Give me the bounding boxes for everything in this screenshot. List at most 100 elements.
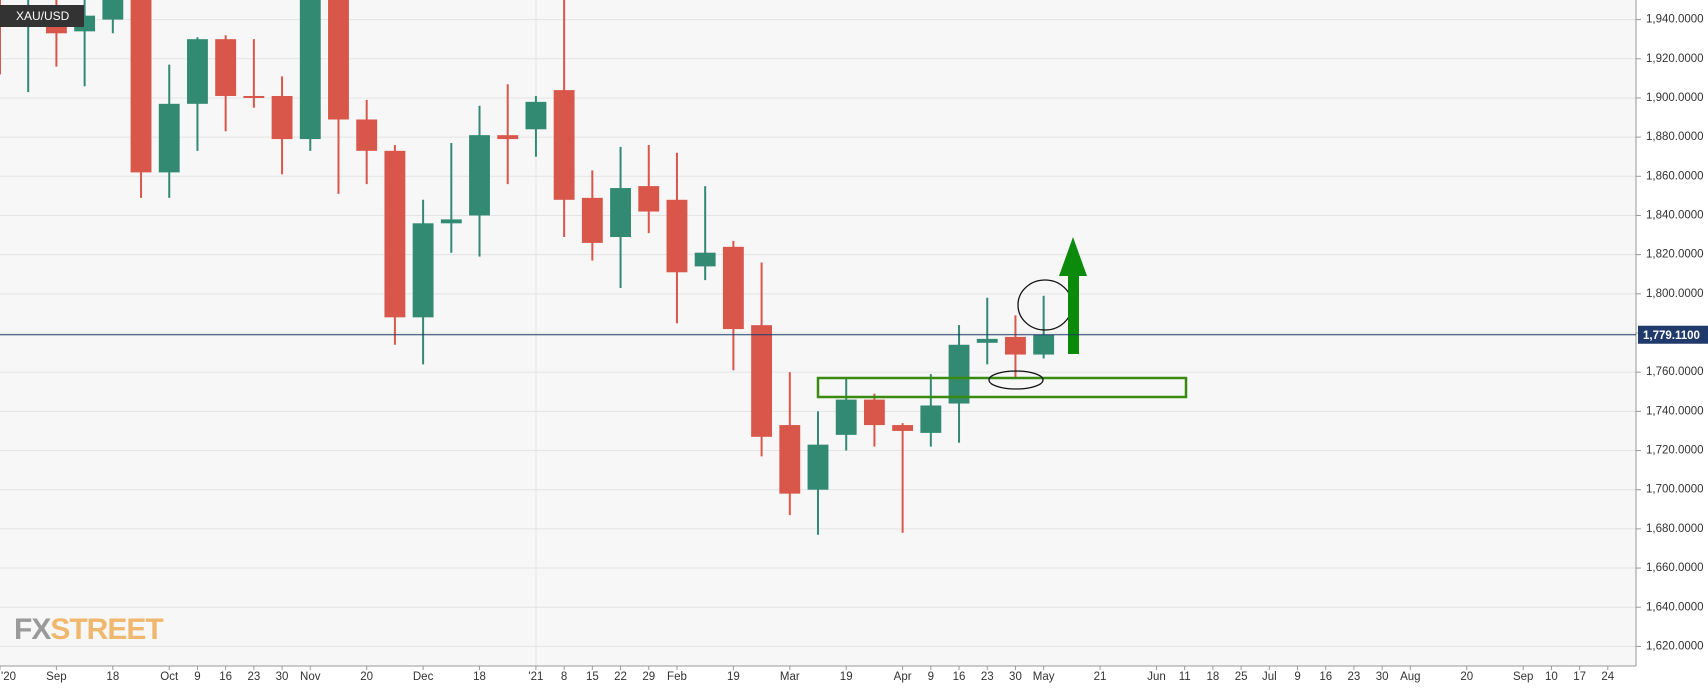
- x-tick-label: Nov: [300, 671, 321, 683]
- x-tick-label: 18: [1206, 671, 1219, 683]
- candle-body: [497, 135, 519, 140]
- candle-body: [525, 101, 547, 130]
- y-tick-label: 1,940.0000: [1646, 14, 1704, 26]
- x-tick-label: 19: [727, 671, 740, 683]
- candle-body: [722, 246, 744, 330]
- x-tick-label: 8: [561, 671, 567, 683]
- x-tick-label: 30: [1376, 671, 1389, 683]
- y-tick-label: 1,640.0000: [1646, 601, 1704, 613]
- candle-body: [412, 223, 434, 318]
- x-tick-label: Mar: [780, 671, 800, 683]
- watermark-fx: FX: [14, 613, 51, 646]
- last-price-label: 1,779.1100: [1643, 330, 1700, 342]
- y-tick-label: 1,920.0000: [1646, 53, 1704, 65]
- candle-body: [976, 338, 998, 343]
- candle-body: [892, 425, 914, 431]
- candle-body: [751, 325, 773, 437]
- x-tick-label: Aug: [1400, 671, 1420, 683]
- arrow-shaft: [1068, 272, 1079, 354]
- x-tick-label: 21: [1094, 671, 1107, 683]
- x-tick-label: '21: [528, 671, 543, 683]
- x-tick-label: Jul: [1262, 671, 1277, 683]
- candle-body: [553, 90, 575, 200]
- candle-body: [328, 0, 349, 120]
- x-tick-label: 22: [614, 671, 627, 683]
- x-tick-label: 23: [981, 671, 994, 683]
- y-tick-label: 1,740.0000: [1646, 405, 1704, 417]
- x-tick-label: 30: [1009, 671, 1022, 683]
- candle-body: [610, 188, 631, 238]
- candle-body: [807, 444, 829, 490]
- x-tick-label: 16: [953, 671, 966, 683]
- x-tick-label: 17: [1573, 671, 1586, 683]
- x-tick-label: 9: [194, 671, 200, 683]
- candle-body: [271, 95, 293, 140]
- candle-body: [243, 95, 265, 98]
- y-tick-label: 1,840.0000: [1646, 210, 1704, 222]
- support-zone: [816, 376, 1188, 399]
- x-tick-label: 23: [1348, 671, 1361, 683]
- candle-body: [1033, 334, 1055, 355]
- x-tick-label: 18: [106, 671, 119, 683]
- candle-body: [581, 197, 603, 243]
- y-tick-label: 1,860.0000: [1646, 170, 1704, 182]
- y-tick-label: 1,720.0000: [1646, 445, 1704, 457]
- candle-body: [102, 0, 124, 20]
- x-tick-label: Sep: [46, 671, 66, 683]
- candle-body: [920, 405, 942, 433]
- x-tick-label: 29: [642, 671, 655, 683]
- candle-body: [158, 103, 180, 173]
- candle-body: [215, 39, 237, 96]
- x-tick-label: 16: [219, 671, 232, 683]
- wick-circle: [988, 370, 1044, 390]
- candle-body: [187, 39, 208, 104]
- x-tick-label: Feb: [667, 671, 687, 683]
- symbol-box: [0, 5, 84, 27]
- candle-body: [779, 425, 801, 494]
- y-tick-label: 1,620.0000: [1646, 640, 1704, 652]
- candle-body: [384, 150, 406, 318]
- x-tick-label: Dec: [413, 671, 434, 683]
- x-tick-label: 19: [840, 671, 853, 683]
- arrow-head: [1059, 237, 1087, 276]
- x-tick-label: 16: [1319, 671, 1332, 683]
- x-tick-label: 24: [1601, 671, 1614, 683]
- candle-body: [948, 344, 970, 404]
- x-tick-label: 9: [928, 671, 934, 683]
- y-tick-label: 1,900.0000: [1646, 92, 1704, 104]
- last-price-box: [1638, 325, 1708, 344]
- x-tick-label: 20: [360, 671, 373, 683]
- candle-body: [863, 399, 885, 426]
- x-tick-label: Sep: [1513, 671, 1533, 683]
- watermark-street: STREET: [50, 613, 163, 646]
- x-tick-label: 30: [276, 671, 289, 683]
- candle-body: [835, 399, 857, 435]
- y-tick-label: 1,660.0000: [1646, 562, 1704, 574]
- x-tick-label: May: [1033, 671, 1055, 683]
- x-tick-label: Jun: [1147, 671, 1166, 683]
- x-tick-label: 11: [1179, 671, 1191, 683]
- x-tick-label: 15: [586, 671, 599, 683]
- symbol: XAU/USD: [16, 9, 70, 23]
- x-tick-label: 23: [247, 671, 260, 683]
- x-tick-label: 25: [1235, 671, 1248, 683]
- x-tick-label: 18: [473, 671, 486, 683]
- watermark: FXSTREET: [14, 613, 163, 646]
- x-tick-label: Oct: [160, 671, 179, 683]
- candle-body: [1005, 336, 1026, 355]
- y-tick-label: 1,820.0000: [1646, 249, 1704, 261]
- x-tick-label: 20: [1460, 671, 1473, 683]
- x-tick-label: 9: [1294, 671, 1300, 683]
- y-tick-label: 1,680.0000: [1646, 523, 1704, 535]
- candle-body: [469, 135, 490, 216]
- candle-body: [440, 219, 462, 224]
- candle-body: [130, 0, 152, 173]
- y-tick-label: 1,760.0000: [1646, 366, 1704, 378]
- x-tick-label: Apr: [894, 671, 912, 683]
- candle-body: [638, 186, 660, 212]
- x-tick-label: 10: [1545, 671, 1558, 683]
- candle-body: [299, 0, 321, 140]
- candle-body: [666, 199, 688, 273]
- candle-body: [694, 252, 716, 267]
